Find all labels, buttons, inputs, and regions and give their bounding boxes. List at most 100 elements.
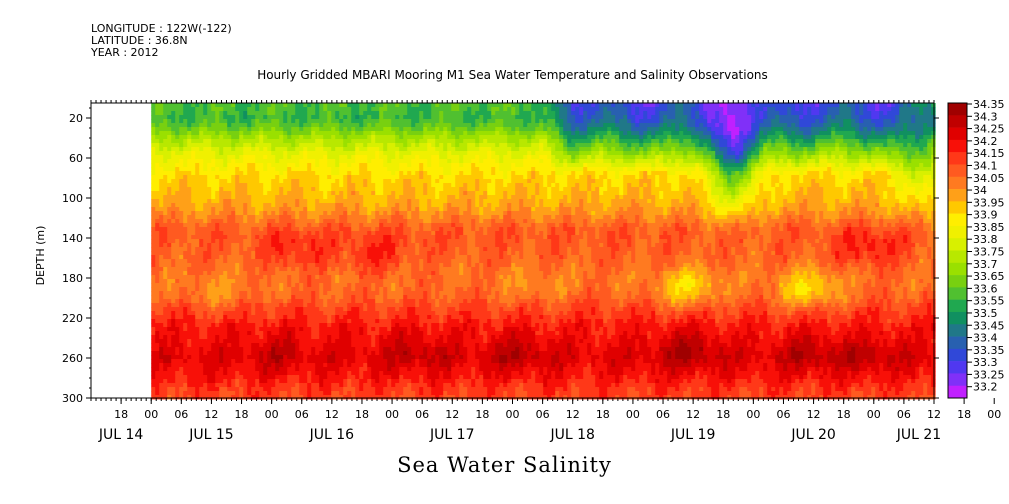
salinity-cell [159, 319, 164, 324]
salinity-cell [395, 315, 400, 320]
salinity-cell [223, 235, 228, 240]
salinity-cell [351, 183, 356, 188]
salinity-cell [243, 287, 248, 292]
salinity-cell [211, 103, 216, 108]
salinity-cell [231, 335, 236, 340]
salinity-cell [271, 187, 276, 192]
salinity-cell [291, 147, 296, 152]
salinity-cell [395, 179, 400, 184]
salinity-cell [259, 339, 264, 344]
salinity-cell [299, 171, 304, 176]
salinity-cell [347, 171, 352, 176]
salinity-cell [311, 191, 316, 196]
salinity-cell [263, 395, 268, 400]
salinity-cell [223, 335, 228, 340]
salinity-cell [263, 179, 268, 184]
salinity-cell [315, 375, 320, 380]
salinity-cell [415, 123, 420, 128]
salinity-cell [307, 135, 312, 140]
salinity-cell [247, 167, 252, 172]
salinity-cell [223, 307, 228, 312]
salinity-cell [151, 127, 156, 132]
salinity-cell [187, 303, 192, 308]
salinity-cell [387, 387, 392, 392]
salinity-cell [183, 259, 188, 264]
salinity-cell [295, 199, 300, 204]
salinity-cell [407, 315, 412, 320]
salinity-cell [367, 363, 372, 368]
salinity-cell [167, 155, 172, 160]
salinity-cell [187, 387, 192, 392]
salinity-cell [199, 235, 204, 240]
salinity-cell [359, 119, 364, 124]
salinity-cell [275, 223, 280, 228]
salinity-cell [331, 131, 336, 136]
salinity-cell [155, 287, 160, 292]
salinity-cell [399, 107, 404, 112]
salinity-cell [355, 211, 360, 216]
salinity-cell [407, 107, 412, 112]
salinity-cell [323, 159, 328, 164]
salinity-cell [211, 359, 216, 364]
salinity-cell [335, 111, 340, 116]
salinity-cell [163, 299, 168, 304]
salinity-cell [211, 215, 216, 220]
salinity-cell [211, 127, 216, 132]
salinity-cell [323, 259, 328, 264]
salinity-cell [183, 295, 188, 300]
salinity-cell [327, 243, 332, 248]
salinity-cell [403, 395, 408, 400]
salinity-cell [331, 243, 336, 248]
salinity-cell [379, 175, 384, 180]
salinity-cell [347, 191, 352, 196]
salinity-cell [319, 151, 324, 156]
salinity-cell [419, 127, 424, 132]
salinity-cell [159, 359, 164, 364]
salinity-cell [159, 327, 164, 332]
salinity-cell [283, 195, 288, 200]
salinity-cell [303, 187, 308, 192]
salinity-cell [335, 251, 340, 256]
salinity-cell [215, 203, 220, 208]
salinity-cell [363, 379, 368, 384]
salinity-cell [299, 275, 304, 280]
salinity-cell [191, 339, 196, 344]
salinity-cell [163, 383, 168, 388]
salinity-cell [243, 247, 248, 252]
salinity-cell [271, 259, 276, 264]
salinity-cell [323, 383, 328, 388]
salinity-cell [303, 103, 308, 108]
salinity-cell [231, 163, 236, 168]
salinity-cell [207, 275, 212, 280]
salinity-cell [203, 283, 208, 288]
salinity-cell [351, 191, 356, 196]
salinity-cell [407, 207, 412, 212]
salinity-cell [315, 319, 320, 324]
salinity-cell [227, 207, 232, 212]
salinity-cell [367, 387, 372, 392]
salinity-cell [263, 251, 268, 256]
salinity-cell [315, 339, 320, 344]
salinity-cell [247, 271, 252, 276]
salinity-cell [355, 367, 360, 372]
salinity-cell [411, 347, 416, 352]
salinity-cell [171, 207, 176, 212]
salinity-cell [299, 279, 304, 284]
salinity-cell [179, 371, 184, 376]
salinity-cell [335, 183, 340, 188]
salinity-cell [263, 139, 268, 144]
salinity-cell [187, 195, 192, 200]
salinity-cell [295, 163, 300, 168]
salinity-cell [207, 355, 212, 360]
salinity-cell [331, 319, 336, 324]
salinity-cell [387, 375, 392, 380]
salinity-cell [215, 383, 220, 388]
salinity-cell [159, 215, 164, 220]
salinity-cell [315, 183, 320, 188]
salinity-cell [303, 367, 308, 372]
salinity-cell [395, 163, 400, 168]
salinity-cell [219, 115, 224, 120]
salinity-cell [187, 343, 192, 348]
salinity-cell [251, 239, 256, 244]
salinity-cell [295, 215, 300, 220]
